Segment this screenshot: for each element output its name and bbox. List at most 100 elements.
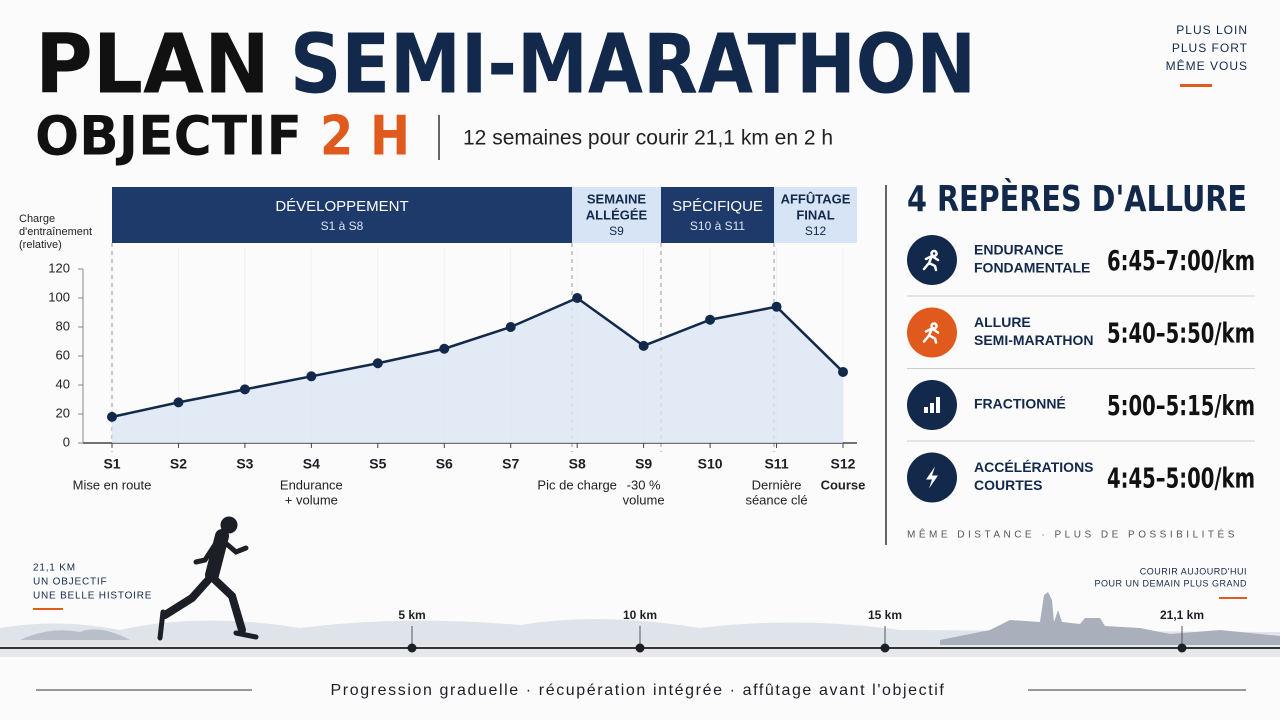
road-right: POUR UN DEMAIN PLUS GRAND xyxy=(1094,578,1247,588)
point xyxy=(572,293,583,303)
paces-note: MÊME DISTANCE · PLUS DE POSSIBILITÉS xyxy=(907,528,1238,541)
y-axis-label: Charge xyxy=(19,213,55,225)
phase-weeks: S12 xyxy=(805,224,827,238)
phase-band xyxy=(572,187,661,243)
motto-line: PLUS LOIN xyxy=(1176,23,1248,37)
phase-name: AFFÛTAGE xyxy=(781,191,851,206)
km-marker: 5 km xyxy=(398,608,425,622)
x-tick-label: S10 xyxy=(698,456,723,472)
pace-row: ALLURE SEMI-MARATHON 5:40–5:50/km xyxy=(907,307,1255,369)
x-annotation: Mise en route xyxy=(73,477,152,492)
km-marker: 21,1 km xyxy=(1160,608,1204,622)
pace-label: FONDAMENTALE xyxy=(974,260,1090,276)
point xyxy=(638,340,649,351)
phase-name: DÉVELOPPEMENT xyxy=(275,198,408,215)
pace-row: ENDURANCE FONDAMENTALE 6:45–7:00/km xyxy=(907,235,1255,297)
phase-band xyxy=(661,187,774,243)
phase-weeks: S9 xyxy=(609,224,624,238)
runner xyxy=(157,516,259,641)
x-tick-label: S3 xyxy=(236,456,253,472)
point xyxy=(771,301,782,312)
y-tick-label: 0 xyxy=(63,434,70,449)
road-left: 21,1 KM xyxy=(33,563,76,574)
goal-a: OBJECTIF xyxy=(35,105,302,168)
phase-weeks: S10 à S11 xyxy=(690,219,745,233)
y-tick-label: 80 xyxy=(56,318,70,333)
icon-glyph xyxy=(936,397,940,413)
y-tick-label: 120 xyxy=(48,260,70,275)
y-axis-label: (relative) xyxy=(19,239,62,251)
phase-name: SPÉCIFIQUE xyxy=(672,198,763,215)
pace-row: FRACTIONNÉ 5:00–5:15/km xyxy=(907,380,1255,442)
x-tick-label: S2 xyxy=(170,456,187,472)
x-annotation: Endurance xyxy=(280,477,343,492)
road-left-accent xyxy=(33,608,63,610)
phase-name: ALLÉGÉE xyxy=(586,207,648,222)
km-dot xyxy=(635,643,645,653)
point xyxy=(372,358,383,369)
km-dot xyxy=(1177,643,1187,653)
pace-icon xyxy=(907,307,957,358)
x-tick-label: S11 xyxy=(764,456,788,472)
pace-label: ENDURANCE xyxy=(974,242,1063,258)
pace-label: COURTES xyxy=(974,477,1042,493)
point xyxy=(306,371,317,382)
icon-glyph xyxy=(924,407,928,413)
motto-accent xyxy=(1180,84,1212,87)
x-annotation: + volume xyxy=(285,492,338,507)
y-tick-label: 20 xyxy=(56,405,70,420)
point xyxy=(239,384,250,395)
icon-glyph xyxy=(926,466,938,489)
point xyxy=(505,322,516,332)
x-tick-label: S9 xyxy=(635,456,652,472)
x-annotation: Course xyxy=(821,477,866,492)
pace-label: SEMI-MARATHON xyxy=(974,332,1094,348)
x-annotation: Dernière xyxy=(752,477,802,492)
icon-glyph xyxy=(922,249,940,272)
pace-label: FRACTIONNÉ xyxy=(974,396,1066,412)
phase-band xyxy=(774,187,857,243)
area xyxy=(112,298,843,443)
point xyxy=(439,343,450,354)
x-tick-label: S1 xyxy=(103,456,120,472)
point xyxy=(838,366,848,377)
x-annotation: -30 % xyxy=(627,477,661,492)
road-left: UN OBJECTIF xyxy=(33,577,107,588)
motto-line: MÊME VOUS xyxy=(1166,58,1248,73)
y-tick-label: 40 xyxy=(56,376,70,391)
pace-value: 6:45–7:00/km xyxy=(1107,244,1255,277)
road-right: COURIR AUJOURD'HUI xyxy=(1140,566,1247,576)
pace-row: ACCÉLÉRATIONS COURTES 4:45–5:00/km xyxy=(907,452,1255,503)
x-annotation: séance clé xyxy=(745,492,807,507)
road-left: UNE BELLE HISTOIRE xyxy=(33,591,152,602)
line xyxy=(111,296,844,419)
km-marker: 15 km xyxy=(868,608,902,622)
subtitle: 12 semaines pour courir 21,1 km en 2 h xyxy=(463,127,833,150)
x-annotation: Pic de charge xyxy=(537,477,617,492)
x-tick-label: S4 xyxy=(303,456,320,472)
km-dot xyxy=(880,643,890,653)
title-b: SEMI-MARATHON xyxy=(290,17,976,112)
icon-glyph xyxy=(922,322,940,344)
phase-weeks: S1 à S8 xyxy=(321,219,364,233)
pace-value: 5:40–5:50/km xyxy=(1107,317,1255,350)
point xyxy=(107,411,117,422)
footer: Progression graduelle · récupération int… xyxy=(331,682,946,699)
km-dot xyxy=(407,643,417,653)
x-tick-label: S8 xyxy=(569,456,586,472)
x-tick-label: S6 xyxy=(436,456,453,472)
y-tick-label: 60 xyxy=(56,347,70,362)
x-tick-label: S12 xyxy=(831,456,856,472)
phase-name: FINAL xyxy=(796,207,834,222)
pace-value: 5:00–5:15/km xyxy=(1107,389,1255,422)
title-a: PLAN xyxy=(35,17,270,112)
pace-label: ACCÉLÉRATIONS xyxy=(974,459,1094,475)
paces-title: 4 REPÈRES D'ALLURE xyxy=(907,178,1247,220)
y-tick-label: 100 xyxy=(48,289,70,304)
icon-glyph xyxy=(930,403,934,413)
km-marker: 10 km xyxy=(623,608,657,622)
road-right-accent xyxy=(1219,597,1247,599)
